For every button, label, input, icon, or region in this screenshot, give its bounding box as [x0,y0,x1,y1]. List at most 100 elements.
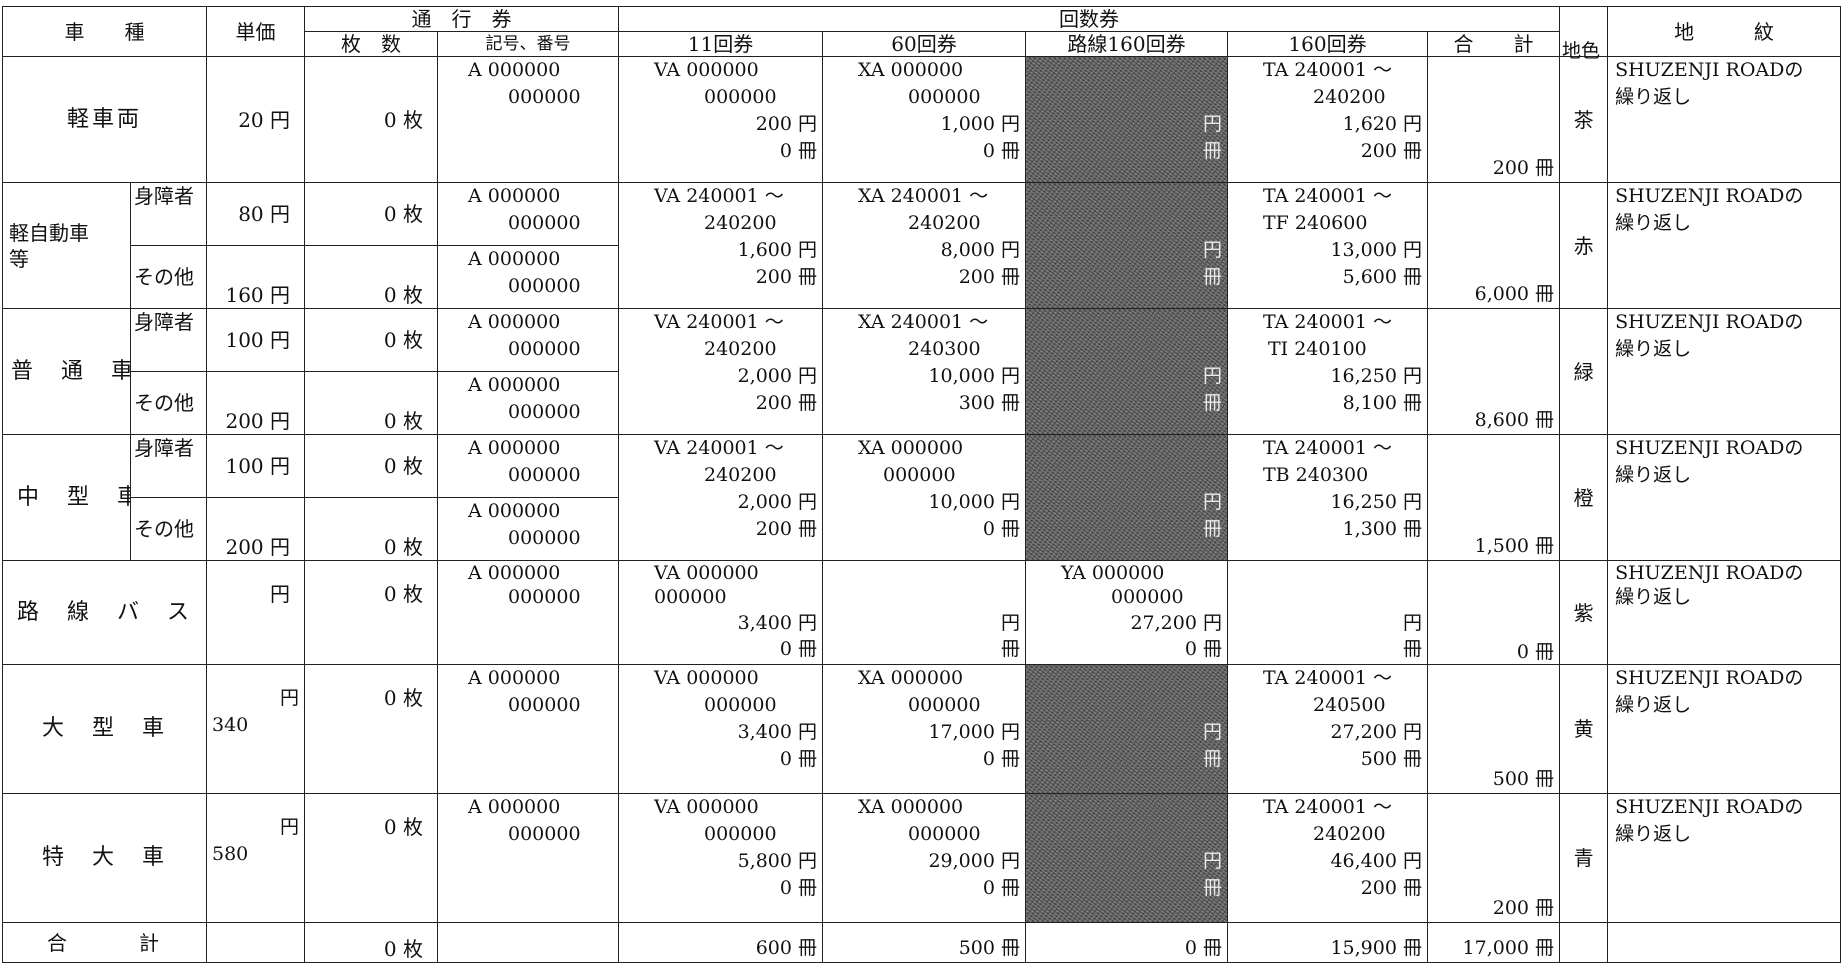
book-count: 冊 [1202,266,1222,288]
sub-category-disabled: 身障者 [130,434,207,498]
row-tokudai: 特 大 車 円 580 0 枚 A 000000 000000 VA 00000… [2,793,1841,923]
total-color-blank [1559,922,1609,963]
redacted-route160-cell: 円 冊 [1025,182,1228,309]
header-coupon: 回数券 [617,6,1561,32]
serial-start: TA 240001 ～ [1263,59,1392,81]
amount-yen: 円 [1202,239,1222,261]
serial-start: XA 000000 [858,796,964,818]
amount-yen: 1,600 円 [737,239,817,261]
serial-end: 000000 [704,86,777,108]
serial-start: VA 240001 ～ [654,185,784,207]
pattern-line: SHUZENJI ROADの [1615,667,1804,689]
unit-price-cell: 円 580 [206,793,305,923]
header-route-160-coupon: 路線160回券 [1025,31,1228,57]
pattern-line: 繰り返し [1615,823,1692,845]
sub-category-other: その他 [130,245,207,309]
amount-yen: 2,000 円 [737,365,817,387]
serial-start: XA 000000 [858,667,964,689]
code-line: 000000 [508,586,581,608]
total-code-blank [437,922,619,963]
serial-end [824,585,1025,609]
serial-end: 240200 [704,338,777,360]
sub-category-other: その他 [130,371,207,435]
pattern-line: SHUZENJI ROADの [1615,796,1804,818]
amount-yen: 円 [1202,365,1222,387]
coupon-60-cell: XA 000000 000000 29,000 円 0 冊 [822,793,1026,923]
amount-yen: 27,200 円 [1130,612,1222,634]
amount-yen: 円 [1202,850,1222,872]
unit-price: 100 円 [206,308,305,372]
total-160-books: 15,900 冊 [1330,937,1422,959]
pass-code-cell: A 000000 000000 [437,560,619,665]
pass-code-cell: A 000000 000000 [437,371,619,435]
price-unit: 円 [279,687,299,709]
pattern-line: 繰り返し [1615,86,1692,108]
row-futsu-other: その他 200 円 0 枚 A 000000 000000 [3,371,1841,435]
book-count: 冊 [1202,748,1222,770]
header-sheets: 枚 数 [304,31,438,57]
ground-pattern: SHUZENJI ROADの 繰り返し [1607,560,1841,665]
serial-start: YA 000000 [1061,562,1165,584]
amount-yen: 1,620 円 [1342,113,1422,135]
total-sheets: 0 枚 [304,922,438,963]
serial-start: VA 000000 [654,667,759,689]
header-ground-color: 地色 [1561,40,1600,62]
sheet-count: 0 枚 [304,371,438,435]
vehicle-label: 特 大 車 [2,793,207,923]
serial-end: 240500 [1313,694,1386,716]
coupon-60-cell: 円 冊 [822,560,1026,665]
total-pattern-blank [1607,922,1841,963]
code-line: 000000 [508,338,581,360]
book-count: 0 冊 [982,877,1020,899]
serial-start: VA 000000 [654,59,759,81]
amount-yen: 3,400 円 [737,721,817,743]
book-count: 冊 [1202,140,1222,162]
amount-yen: 5,800 円 [737,850,817,872]
book-count: 0 冊 [779,748,817,770]
serial-end: 000000 [654,586,727,608]
pass-code-cell: A 000000 000000 [437,793,619,923]
total-route160-books: 0 冊 [1184,937,1222,959]
header-unit-price: 単価 [206,6,305,57]
total-11-books: 600 冊 [755,937,817,959]
serial-start: TA 240001 ～ [1263,311,1392,333]
coupon-160-cell: TA 240001 ～ 240200 1,620 円 200 冊 [1227,56,1428,183]
book-count: 200 冊 [1360,140,1422,162]
code-line: 000000 [508,401,581,423]
amount-yen: 2,000 円 [737,491,817,513]
total-books: 0 冊 [1516,641,1555,663]
book-count: 冊 [1202,877,1222,899]
unit-price: 100 円 [206,434,305,498]
total-books: 1,500 冊 [1474,535,1555,557]
row-ogata: 大 型 車 円 340 0 枚 A 000000 000000 VA 00000… [2,664,1841,794]
total-11-cell: 600 冊 [618,922,823,963]
amount-yen: 1,000 円 [940,113,1020,135]
code-line: A 000000 [468,437,561,459]
coupon-11-cell: VA 000000 000000 200 円 0 冊 [618,56,823,183]
coupon-11-cell: VA 240001 ～ 240200 2,000 円 200 冊 [618,434,823,561]
vehicle-label-line: 等 [9,246,29,271]
pass-code-cell: A 000000 000000 [437,56,619,183]
row-chugata-disabled: 中 型 車 身障者 100 円 0 枚 A 000000 000000 VA 2… [2,434,1841,561]
header-60-coupon: 60回券 [822,31,1026,57]
vehicle-label: 軽車両 [2,56,207,183]
amount-yen: 46,400 円 [1330,850,1422,872]
amount-yen: 8,000 円 [940,239,1020,261]
vehicle-label: 中 型 車 [2,434,131,561]
amount-yen: 3,400 円 [737,612,817,634]
pattern-line: 繰り返し [1615,338,1692,360]
coupon-160-cell: 円 冊 [1227,560,1428,665]
serial-end: TB 240300 [1263,464,1369,486]
route160-cell: YA 000000 000000 27,200 円 0 冊 [1025,560,1228,665]
ground-color: 緑 [1559,308,1609,435]
row-keijidosha-other: その他 160 円 0 枚 A 000000 000000 [3,245,1841,309]
ground-color: 紫 [1559,560,1609,665]
pass-code-cell: A 000000 000000 [437,308,619,372]
unit-price: 円 [206,560,305,665]
total-160-cell: 15,900 冊 [1227,922,1428,963]
code-line: 000000 [508,86,581,108]
serial-end: 000000 [908,86,981,108]
coupon-11-cell: VA 240001 ～ 240200 2,000 円 200 冊 [618,308,823,435]
ground-pattern: SHUZENJI ROADの 繰り返し [1607,56,1841,183]
